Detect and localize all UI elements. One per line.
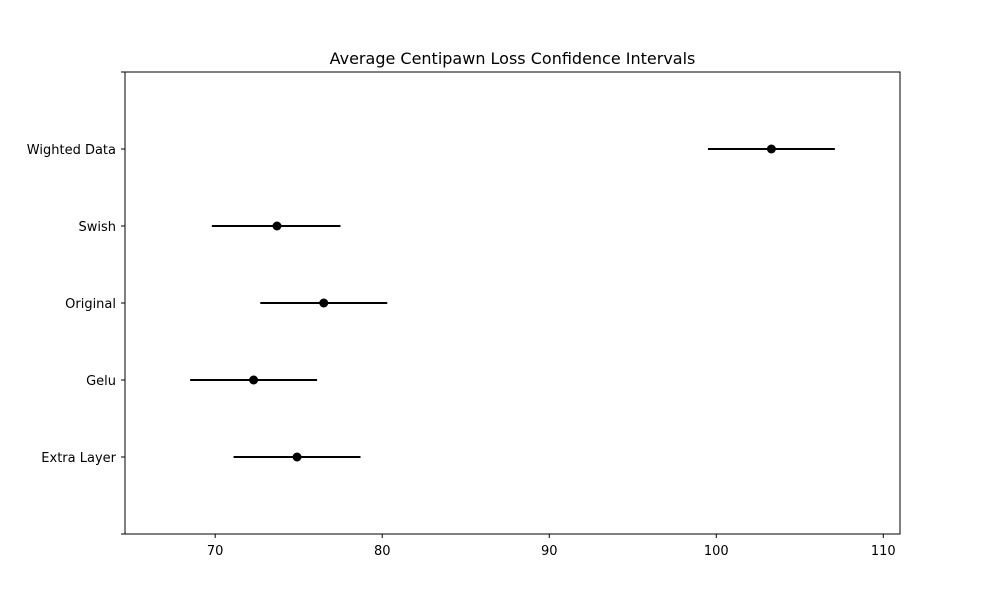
x-tick-label: 100 — [704, 544, 729, 559]
mean-point — [319, 298, 329, 308]
x-tick-label: 110 — [871, 544, 896, 559]
y-tick-label: Wighted Data — [27, 143, 116, 158]
y-tick-label: Original — [65, 297, 116, 312]
x-tick-label: 80 — [374, 544, 391, 559]
mean-point — [272, 221, 282, 231]
x-tick-label: 90 — [541, 544, 558, 559]
mean-point — [292, 452, 302, 462]
mean-point — [249, 375, 259, 385]
y-tick-label: Swish — [78, 220, 116, 235]
mean-point — [766, 144, 776, 154]
plot-area: 70 80 90 100 110 Extra Layer Gelu Original Swish… — [27, 71, 901, 559]
chart-title: Average Centipawn Loss Confidence Interv… — [330, 49, 696, 68]
plot-frame — [124, 71, 901, 535]
x-tick-label: 70 — [207, 544, 224, 559]
y-tick-label: Gelu — [86, 374, 116, 389]
y-tick-label: Extra Layer — [41, 451, 116, 466]
